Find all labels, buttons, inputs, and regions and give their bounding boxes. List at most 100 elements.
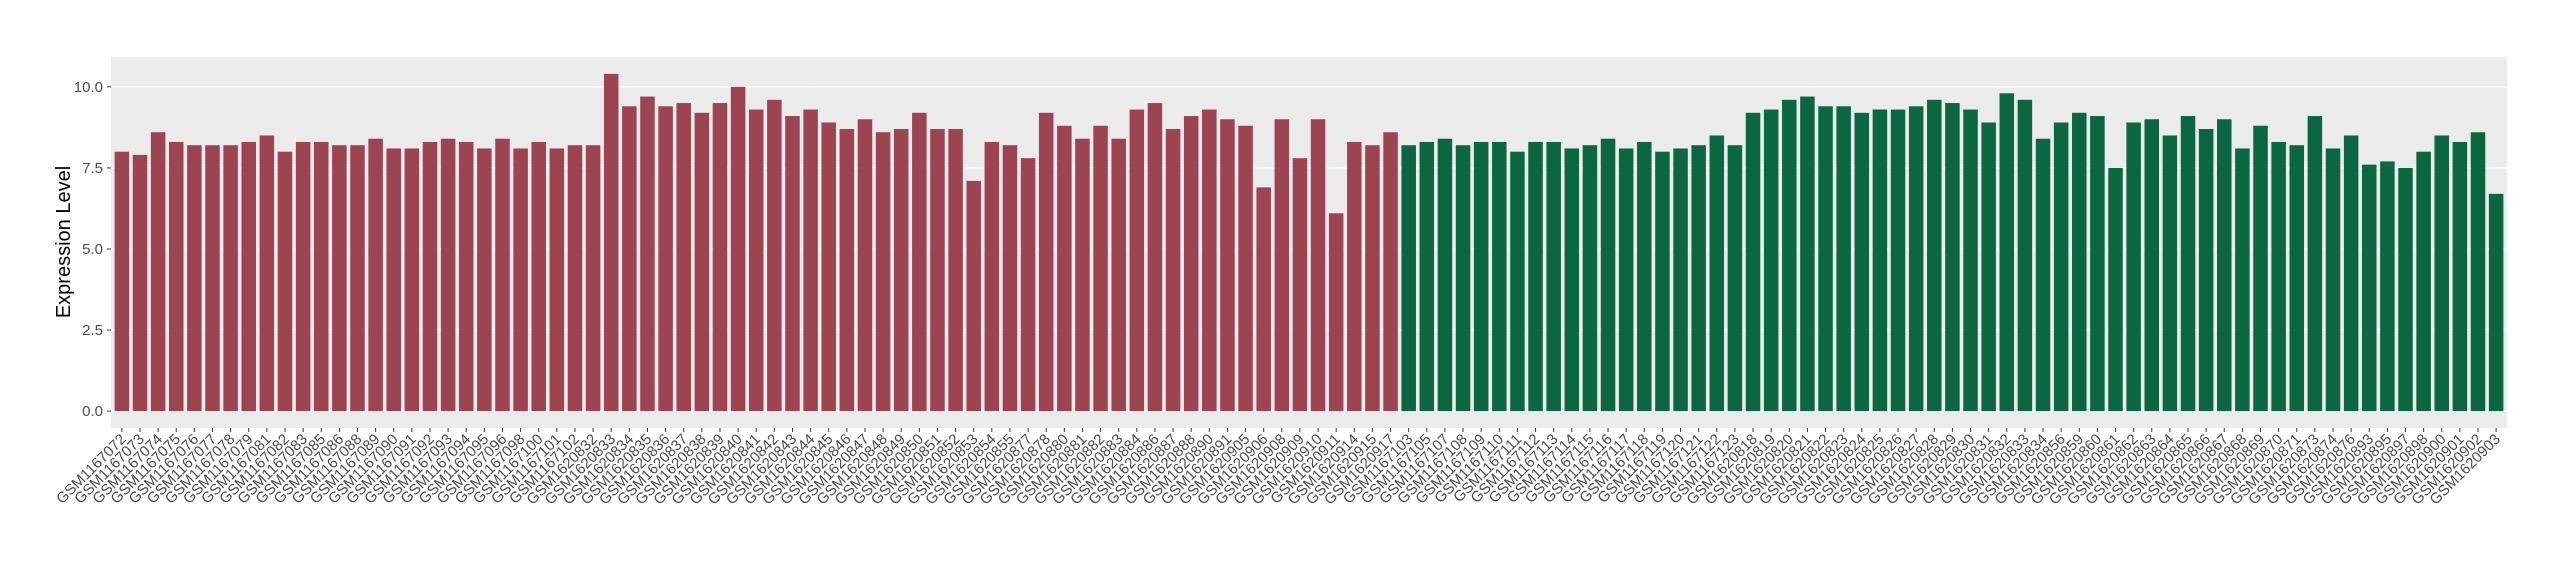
y-tick-label: 5.0 bbox=[82, 241, 103, 258]
bar bbox=[748, 109, 764, 412]
bar bbox=[1165, 128, 1181, 412]
bar bbox=[1256, 187, 1271, 412]
bar bbox=[241, 141, 256, 412]
bar bbox=[930, 128, 945, 412]
y-tick-label: 10.0 bbox=[74, 79, 103, 96]
bar bbox=[857, 119, 873, 412]
bar bbox=[984, 141, 1000, 412]
bar bbox=[1419, 141, 1435, 412]
bar bbox=[1220, 119, 1235, 412]
bar bbox=[622, 106, 637, 412]
bar bbox=[549, 148, 565, 412]
bar bbox=[1691, 145, 1706, 412]
bar bbox=[1347, 141, 1362, 412]
bar bbox=[1999, 93, 2015, 412]
bar bbox=[2434, 135, 2450, 412]
bar bbox=[658, 106, 673, 412]
bar bbox=[2253, 125, 2268, 412]
bar bbox=[2053, 122, 2069, 412]
bar bbox=[187, 145, 202, 412]
bar bbox=[2362, 164, 2377, 412]
bar bbox=[1328, 213, 1344, 412]
bar bbox=[1854, 112, 1870, 412]
bar bbox=[477, 148, 492, 412]
bar bbox=[1927, 99, 1942, 412]
bar bbox=[386, 148, 401, 412]
bar bbox=[2307, 116, 2323, 412]
bar bbox=[2090, 116, 2105, 412]
bar bbox=[1564, 148, 1580, 412]
bar bbox=[440, 138, 456, 412]
bar bbox=[2180, 116, 2196, 412]
bar bbox=[1455, 145, 1471, 412]
bar bbox=[495, 138, 510, 412]
bar bbox=[2343, 135, 2359, 412]
bar bbox=[2271, 141, 2286, 412]
bar bbox=[1238, 125, 1253, 412]
bar bbox=[1618, 148, 1634, 412]
bar bbox=[2289, 145, 2305, 412]
bar bbox=[2452, 141, 2468, 412]
y-axis-title: Expression Level bbox=[53, 166, 75, 318]
bar bbox=[839, 128, 855, 412]
bar bbox=[1637, 141, 1652, 412]
bar bbox=[1473, 141, 1489, 412]
bar bbox=[1020, 158, 1036, 412]
bar bbox=[2325, 148, 2341, 412]
bar bbox=[2072, 112, 2087, 412]
bar bbox=[640, 96, 655, 412]
bar bbox=[603, 73, 619, 412]
bar bbox=[2470, 132, 2486, 412]
bar bbox=[150, 132, 166, 412]
bar bbox=[1945, 103, 1960, 412]
bar bbox=[875, 132, 891, 412]
bar bbox=[1383, 132, 1398, 412]
bar bbox=[114, 151, 130, 412]
bar bbox=[531, 141, 546, 412]
bar bbox=[1709, 135, 1725, 412]
bar bbox=[313, 141, 329, 412]
bar bbox=[1038, 112, 1054, 412]
bar bbox=[1981, 122, 1996, 412]
plot-panel bbox=[111, 57, 2507, 428]
bar bbox=[368, 138, 383, 412]
bar bbox=[2035, 138, 2051, 412]
bar bbox=[1963, 109, 1978, 412]
bar bbox=[404, 148, 420, 412]
bar bbox=[1782, 99, 1797, 412]
bar bbox=[1763, 109, 1779, 412]
bar bbox=[948, 128, 963, 412]
bar bbox=[1510, 151, 1525, 412]
bar bbox=[1057, 125, 1072, 412]
bar bbox=[1274, 119, 1290, 412]
bar bbox=[1437, 138, 1453, 412]
bar bbox=[205, 145, 220, 412]
bar bbox=[1075, 138, 1090, 412]
bar bbox=[567, 145, 583, 412]
bar bbox=[1292, 158, 1308, 412]
bar bbox=[2416, 151, 2431, 412]
bar bbox=[458, 141, 474, 412]
bar bbox=[730, 86, 746, 412]
bar bbox=[2144, 119, 2160, 412]
bar bbox=[1800, 96, 1815, 412]
bar bbox=[2217, 119, 2232, 412]
bar bbox=[1202, 109, 1217, 412]
bar bbox=[1111, 138, 1126, 412]
bar bbox=[1836, 106, 1851, 412]
bar bbox=[1818, 106, 1833, 412]
bar bbox=[2126, 122, 2141, 412]
bar bbox=[767, 99, 782, 412]
bar bbox=[1890, 109, 1906, 412]
bar bbox=[2488, 193, 2504, 412]
bar bbox=[585, 145, 601, 412]
bar bbox=[277, 151, 293, 412]
bar bbox=[2108, 167, 2123, 412]
bar bbox=[2017, 99, 2033, 412]
bar bbox=[1655, 151, 1670, 412]
bar bbox=[132, 154, 148, 412]
bar bbox=[350, 145, 365, 412]
bar bbox=[1600, 138, 1616, 412]
bar bbox=[223, 145, 238, 412]
bar bbox=[912, 112, 927, 412]
